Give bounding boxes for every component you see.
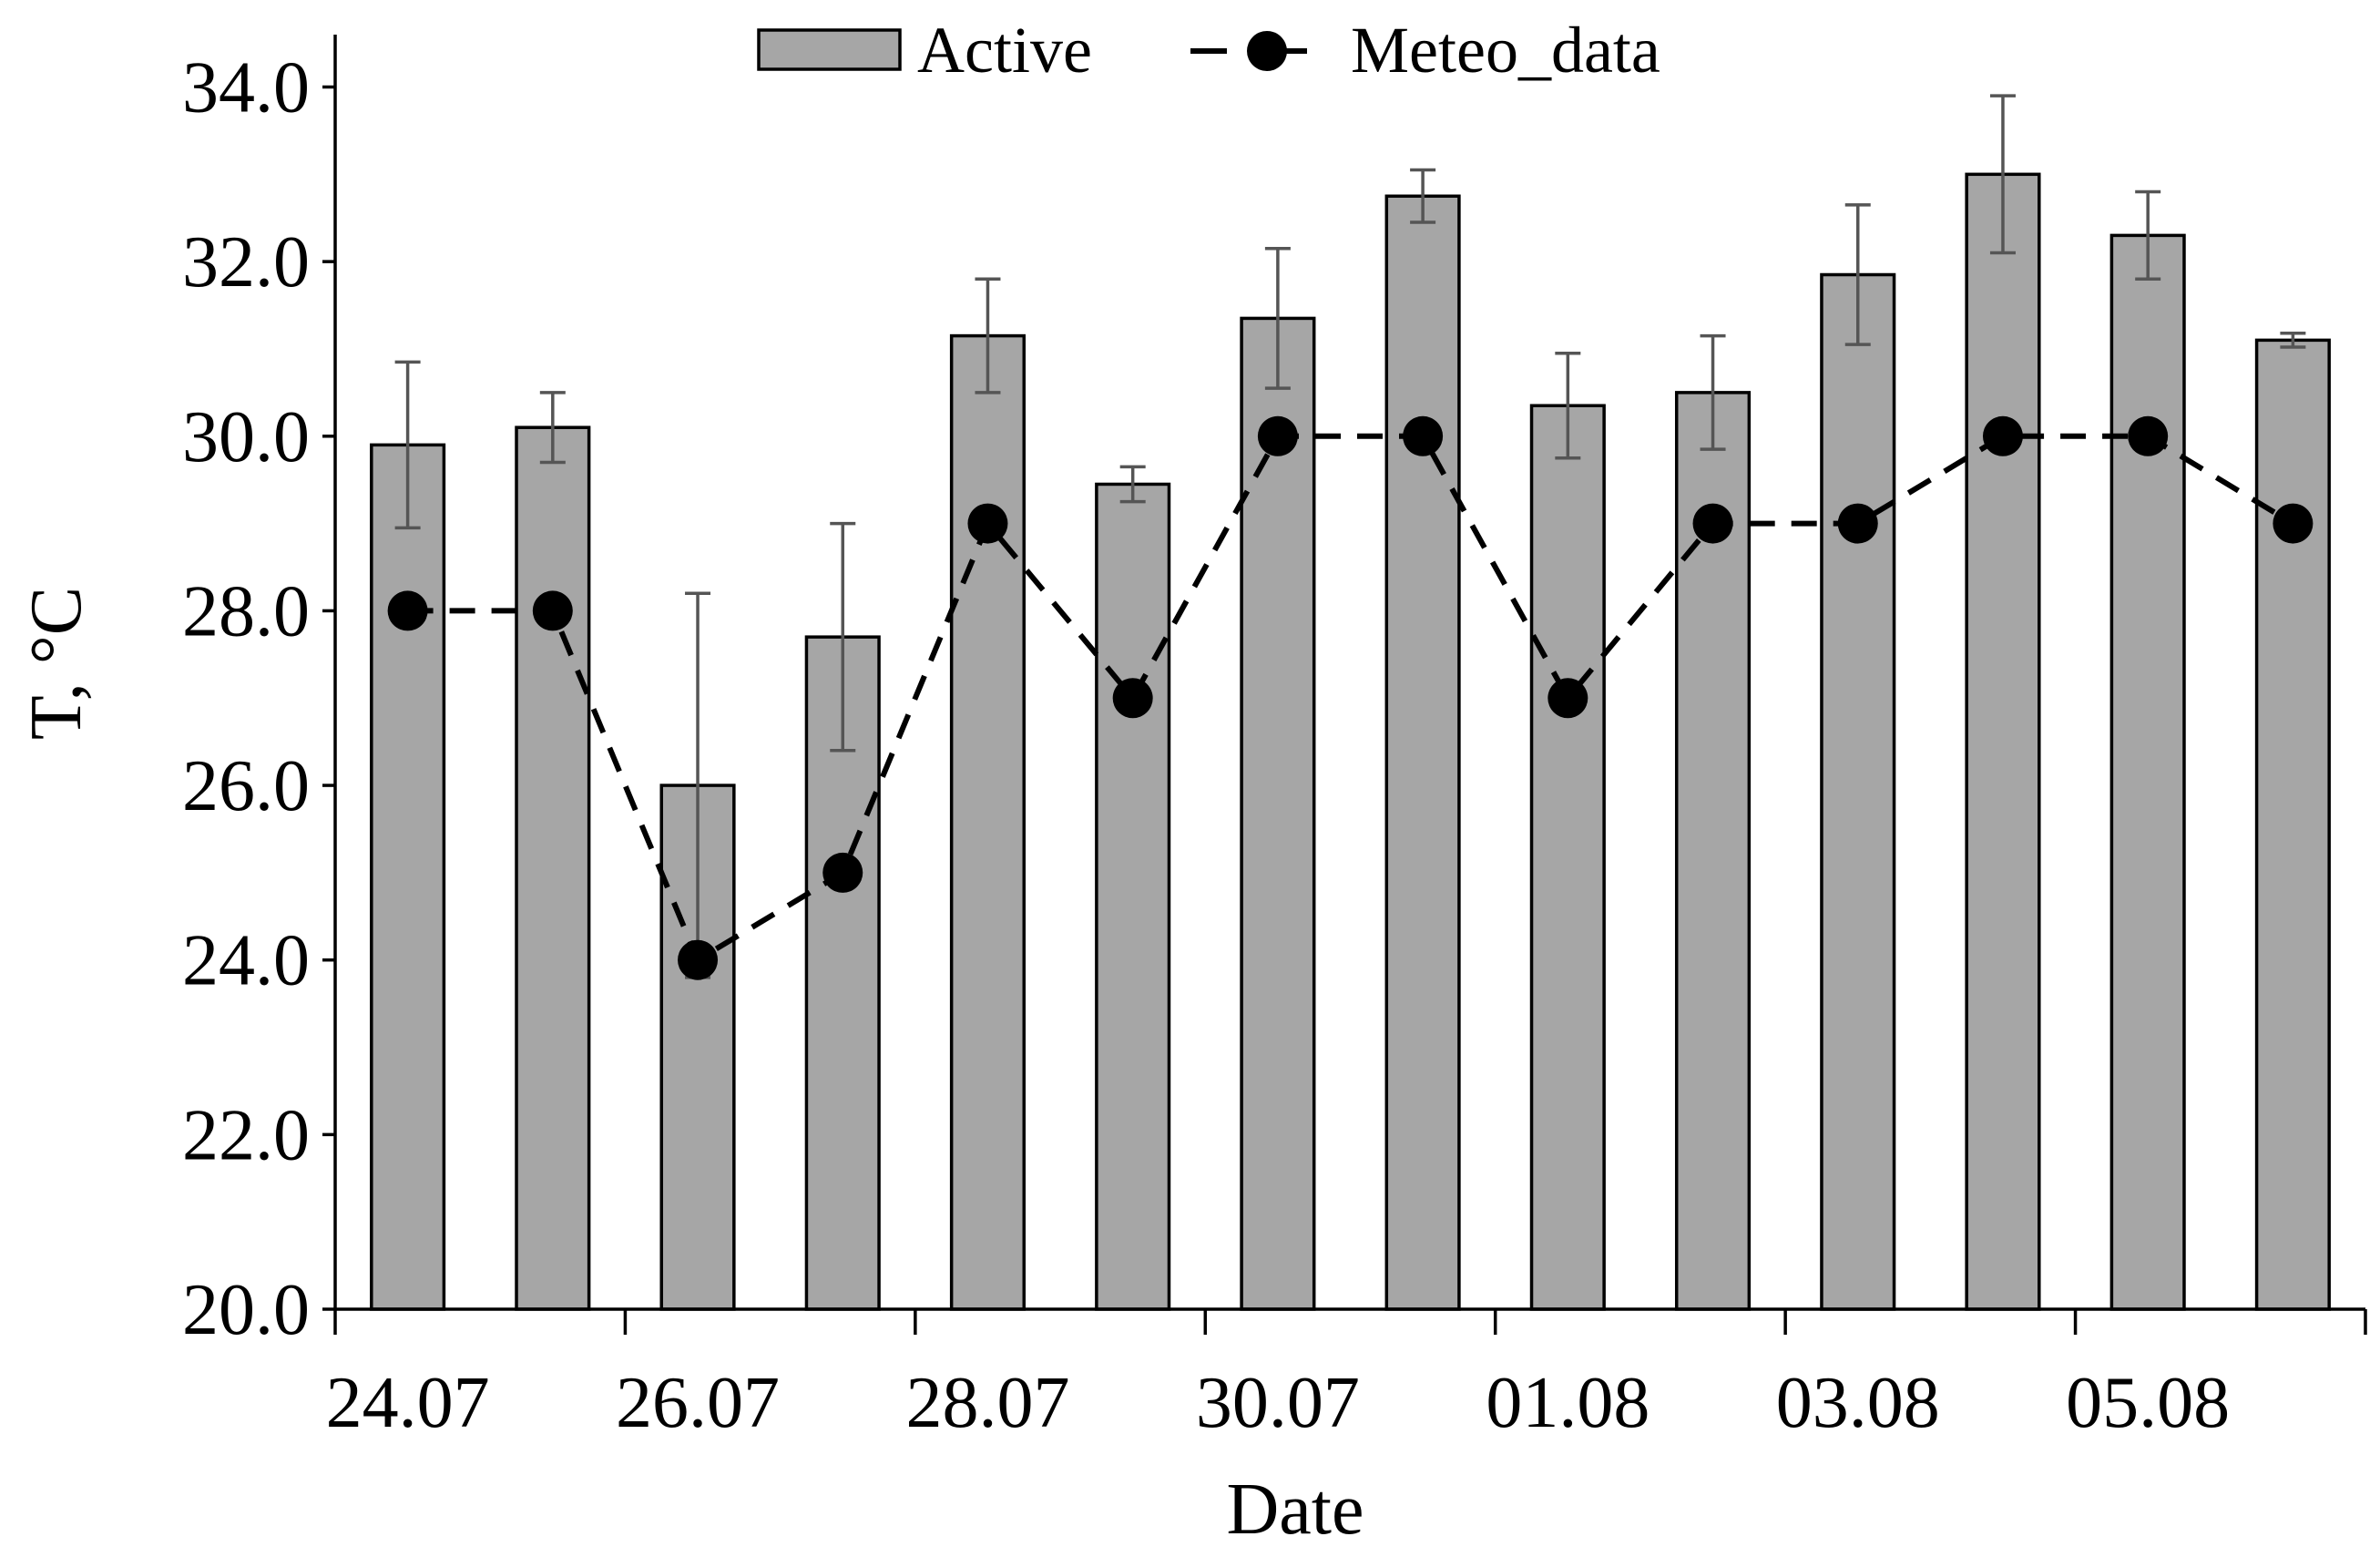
y-axis-title: T, °C <box>16 587 97 740</box>
meteo-point-29.07 <box>1112 678 1153 719</box>
meteo-point-30.07 <box>1257 415 1298 456</box>
meteo-point-25.07 <box>532 590 573 631</box>
error-bar-30.07 <box>1264 247 1291 390</box>
legend-label-active: Active <box>917 14 1092 87</box>
error-bar-03.08 <box>1844 203 1871 346</box>
meteo-point-03.08 <box>1837 503 1878 544</box>
legend-label-meteo: Meteo_data <box>1351 14 1660 87</box>
bar-28.07 <box>949 333 1027 1311</box>
bar-25.07 <box>515 425 591 1311</box>
meteo-point-02.08 <box>1692 503 1733 544</box>
meteo-point-26.07 <box>678 939 719 980</box>
x-axis-title: Date <box>1226 1470 1364 1550</box>
x-tick-label: 28.07 <box>905 1363 1069 1443</box>
error-bar-24.07 <box>394 360 421 530</box>
tick-labels: 20.0 22.0 24.0 26.0 28.0 30.0 32.0 34.0 24.07 26.… <box>182 47 2230 1443</box>
meteo-point-01.08 <box>1548 678 1588 719</box>
x-tick-label: 05.08 <box>2066 1363 2230 1443</box>
bar-31.07 <box>1384 194 1461 1311</box>
error-bar-31.07 <box>1410 168 1436 224</box>
y-tick-label: 28.0 <box>182 571 310 651</box>
meteo-point-05.08 <box>2128 415 2169 456</box>
bar-03.08 <box>1820 272 1896 1311</box>
y-tick-label: 32.0 <box>182 222 310 302</box>
error-bar-01.08 <box>1555 352 1581 460</box>
x-tick-label: 26.07 <box>616 1363 780 1443</box>
error-bar-06.08 <box>2280 331 2306 349</box>
meteo-point-28.07 <box>967 503 1008 544</box>
meteo-point-06.08 <box>2273 503 2314 544</box>
y-tick-label: 24.0 <box>182 921 310 1001</box>
bar-01.08 <box>1529 404 1606 1311</box>
legend: Active Meteo_data <box>757 14 1660 87</box>
x-tick-label: 03.08 <box>1776 1363 1940 1443</box>
bar-29.07 <box>1095 482 1171 1311</box>
legend-swatch-active <box>757 28 902 71</box>
meteo-point-27.07 <box>822 852 863 893</box>
error-bar-28.07 <box>975 277 1001 394</box>
bar-30.07 <box>1240 316 1316 1311</box>
error-bar-04.08 <box>1989 94 2016 255</box>
legend-marker-meteo <box>1247 31 1287 71</box>
bar-05.08 <box>2109 233 2186 1311</box>
meteo-line <box>407 433 2294 965</box>
meteo-point-04.08 <box>1982 415 2023 456</box>
active-bars <box>370 172 2331 1311</box>
y-tick-label: 34.0 <box>182 47 310 128</box>
bar-24.07 <box>370 443 446 1311</box>
error-bar-29.07 <box>1119 465 1146 504</box>
bar-06.08 <box>2254 338 2331 1311</box>
y-tick-label: 20.0 <box>182 1270 310 1350</box>
error-bar-02.08 <box>1700 333 1726 451</box>
y-tick-label: 30.0 <box>182 397 310 477</box>
error-bar-27.07 <box>830 521 856 753</box>
error-bar-05.08 <box>2135 190 2161 282</box>
axes <box>322 35 2367 1335</box>
meteo-point-24.07 <box>387 590 428 631</box>
bar-04.08 <box>1965 172 2041 1311</box>
y-tick-label: 22.0 <box>182 1095 310 1175</box>
x-tick-label: 24.07 <box>326 1363 490 1443</box>
error-bar-25.07 <box>539 391 566 465</box>
meteo-data-line <box>407 433 2294 965</box>
meteo-points <box>387 415 2314 980</box>
meteo-point-31.07 <box>1403 415 1444 456</box>
y-tick-label: 26.0 <box>182 746 310 826</box>
x-tick-label: 30.07 <box>1196 1363 1360 1443</box>
x-tick-label: 01.08 <box>1486 1363 1650 1443</box>
